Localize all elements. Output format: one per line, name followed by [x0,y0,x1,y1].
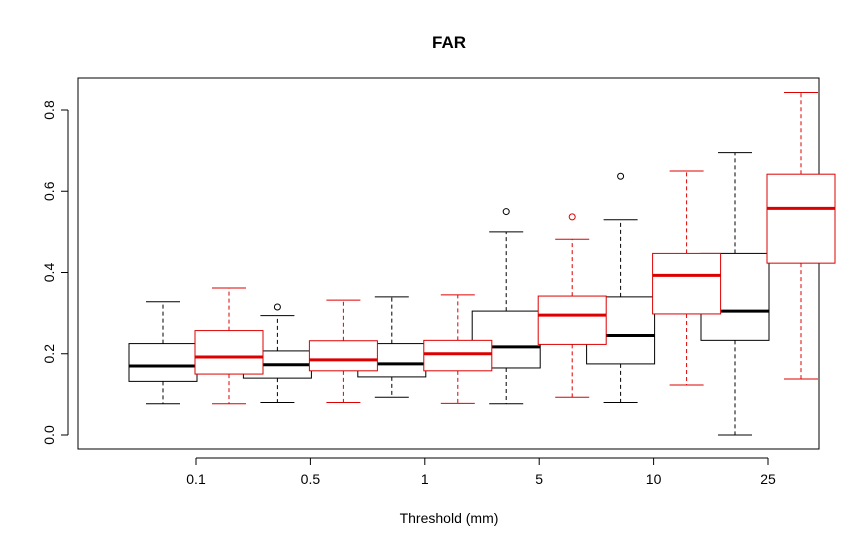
box [537,295,607,345]
y-tick-label: 0.6 [41,181,57,201]
boxplot [423,294,493,404]
boxplot [652,170,722,386]
box-groups [128,92,836,436]
boxplot [766,92,836,380]
chart-title: FAR [432,33,466,52]
boxplot [128,301,198,405]
boxplot [471,208,541,405]
outlier-point [502,208,510,216]
x-tick-label: 10 [646,471,662,487]
boxplot [308,299,378,403]
outlier-point [568,213,576,221]
boxplot [586,172,656,403]
y-tick-label: 0.4 [41,263,57,283]
y-tick-label: 0.8 [41,100,57,120]
y-axis: 0.0 0.2 0.4 0.6 0.8 [41,100,69,445]
box [652,252,722,315]
x-tick-label: 0.1 [186,471,206,487]
x-axis-label: Threshold (mm) [400,510,499,526]
outlier-point [617,172,625,180]
x-tick-label: 0.5 [301,471,321,487]
boxplot [194,287,264,405]
x-axis: 0.1 0.5 1 5 10 25 [186,457,776,487]
y-tick-label: 0.0 [41,425,57,445]
box [766,173,836,264]
y-tick-label: 0.2 [41,344,57,364]
x-tick-label: 5 [535,471,543,487]
boxplot [537,213,607,398]
box [423,339,493,372]
box [194,330,264,375]
box [128,343,198,382]
x-tick-label: 25 [760,471,776,487]
x-tick-label: 1 [421,471,429,487]
outlier-point [273,303,281,311]
box [308,340,378,372]
